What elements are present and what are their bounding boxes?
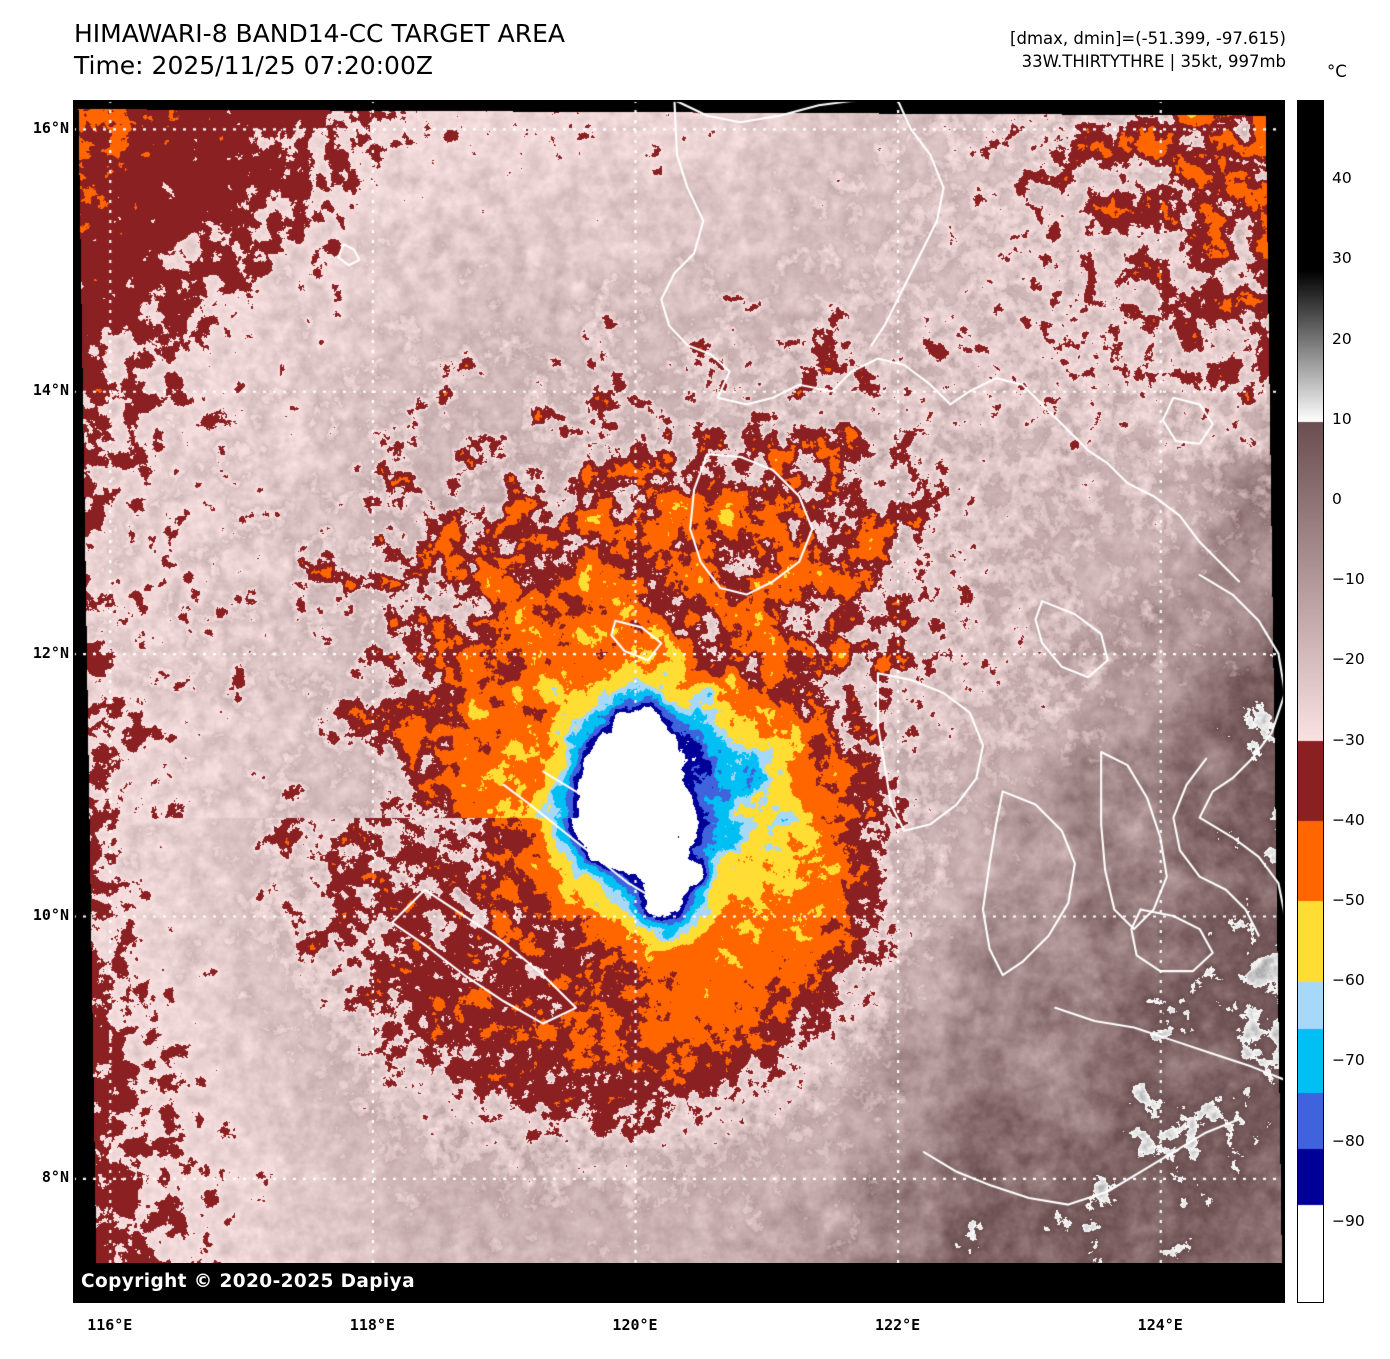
colorbar-tick-label: −20 — [1332, 650, 1365, 669]
colorbar-tick-label: −10 — [1332, 570, 1365, 589]
colorbar-tick-label: 40 — [1332, 169, 1352, 188]
satellite-map-plot[interactable]: Copyright © 2020-2025 Dapiya — [73, 100, 1285, 1303]
colorbar[interactable] — [1297, 100, 1324, 1303]
lon-tick-label: 116°E — [87, 1316, 133, 1334]
colorbar-unit-label: °C — [1327, 62, 1347, 81]
data-range-label: [dmax, dmin]=(-51.399, -97.615) — [1010, 29, 1286, 48]
lat-tick-label: 8°N — [41, 1168, 69, 1187]
colorbar-tick-label: −60 — [1332, 971, 1365, 990]
colorbar-tick-label: −70 — [1332, 1051, 1365, 1070]
lat-tick-label: 16°N — [32, 118, 69, 137]
copyright-label: Copyright © 2020-2025 Dapiya — [81, 1271, 415, 1292]
colorbar-tick-label: 10 — [1332, 409, 1352, 428]
lon-tick-label: 118°E — [349, 1316, 395, 1334]
lat-tick-label: 14°N — [32, 381, 69, 400]
lat-tick-label: 10°N — [32, 905, 69, 924]
latlon-gridlines-overlay — [73, 100, 1285, 1303]
colorbar-tick-label: −50 — [1332, 891, 1365, 909]
lat-tick-label: 12°N — [32, 643, 69, 662]
colorbar-tick-label: −40 — [1332, 810, 1365, 829]
colorbar-tick-label: 0 — [1332, 490, 1342, 508]
copyright-bar: Copyright © 2020-2025 Dapiya — [73, 1263, 1285, 1303]
storm-info-label: 33W.THIRTYTHRE | 35kt, 997mb — [1021, 51, 1286, 71]
colorbar-tick-label: −30 — [1332, 730, 1365, 749]
timestamp-label: Time: 2025/11/25 07:20:00Z — [74, 51, 433, 80]
metadata-block: [dmax, dmin]=(-51.399, -97.615) 33W.THIR… — [1010, 28, 1286, 74]
page-title: HIMAWARI-8 BAND14-CC TARGET AREA — [74, 19, 566, 48]
colorbar-tick-label: 20 — [1332, 329, 1352, 348]
lon-tick-label: 120°E — [612, 1316, 658, 1334]
colorbar-tick-label: −90 — [1332, 1211, 1365, 1230]
colorbar-tick-label: 30 — [1332, 249, 1352, 268]
lon-tick-label: 124°E — [1137, 1316, 1183, 1334]
colorbar-tick-label: −80 — [1332, 1131, 1365, 1150]
lon-tick-label: 122°E — [875, 1316, 921, 1334]
colorbar-gradient — [1298, 101, 1323, 1302]
title-block: HIMAWARI-8 BAND14-CC TARGET AREA Time: 2… — [74, 18, 565, 82]
